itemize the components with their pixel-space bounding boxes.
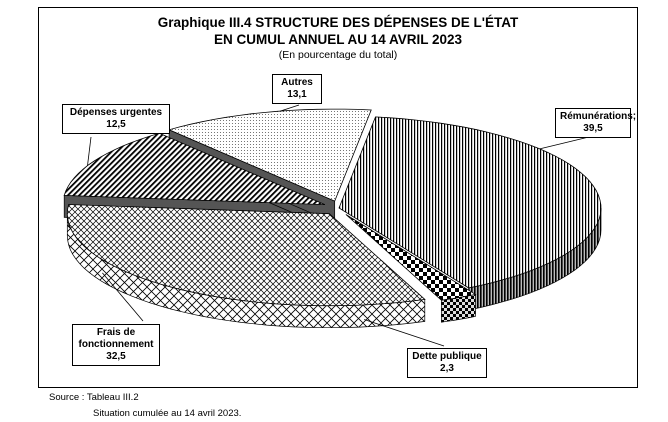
- slice-label-text: Autres: [281, 77, 313, 88]
- slice-value-text: 12,5: [106, 119, 126, 130]
- slice-top-2: [66, 204, 426, 307]
- chart-frame: Graphique III.4 STRUCTURE DES DÉPENSES D…: [38, 7, 638, 388]
- slice-label-remunerations: Rémunérations; 39,5: [555, 108, 637, 138]
- slice-top-1: [345, 214, 477, 301]
- leader-line-2: [102, 272, 144, 322]
- slice-value-text: 32,5: [106, 351, 126, 362]
- leader-line-4: [280, 104, 300, 112]
- slice-label-text-1: Frais de: [96, 327, 136, 338]
- slice-value-text: 2,3: [440, 363, 454, 374]
- source-note: Source : Tableau III.2: [49, 392, 139, 403]
- slice-value-text: 13,1: [287, 89, 307, 100]
- situation-note: Situation cumulée au 14 avril 2023.: [93, 408, 242, 419]
- slice-value-text: 39,5: [583, 123, 603, 134]
- chart-subtitle: (En pourcentage du total): [278, 49, 398, 61]
- slice-label-text-2: fonctionnement: [78, 339, 154, 350]
- chart-title-line2: EN CUMUL ANNUEL AU 14 AVRIL 2023: [213, 32, 463, 47]
- slice-label-text: Dépenses urgentes: [69, 107, 163, 118]
- slice-label-dette-publique: Dette publique 2,3: [407, 348, 487, 378]
- slice-top-4: [167, 108, 372, 202]
- slice-label-frais-fonctionnement: Frais de fonctionnement 32,5: [72, 324, 160, 366]
- pie-chart: [63, 104, 602, 347]
- slice-label-text: Rémunérations;: [560, 111, 637, 122]
- leader-line-1: [364, 319, 445, 347]
- leader-line-3: [87, 136, 92, 166]
- slice-label-text: Dette publique: [412, 351, 482, 362]
- chart-title-line1: Graphique III.4 STRUCTURE DES DÉPENSES D…: [157, 15, 519, 30]
- slice-label-depenses-urgentes: Dépenses urgentes 12,5: [62, 104, 170, 134]
- slice-top-3: [63, 132, 326, 205]
- slice-top-0: [338, 116, 602, 289]
- leader-line-0: [539, 135, 594, 150]
- slice-label-autres: Autres 13,1: [272, 74, 322, 104]
